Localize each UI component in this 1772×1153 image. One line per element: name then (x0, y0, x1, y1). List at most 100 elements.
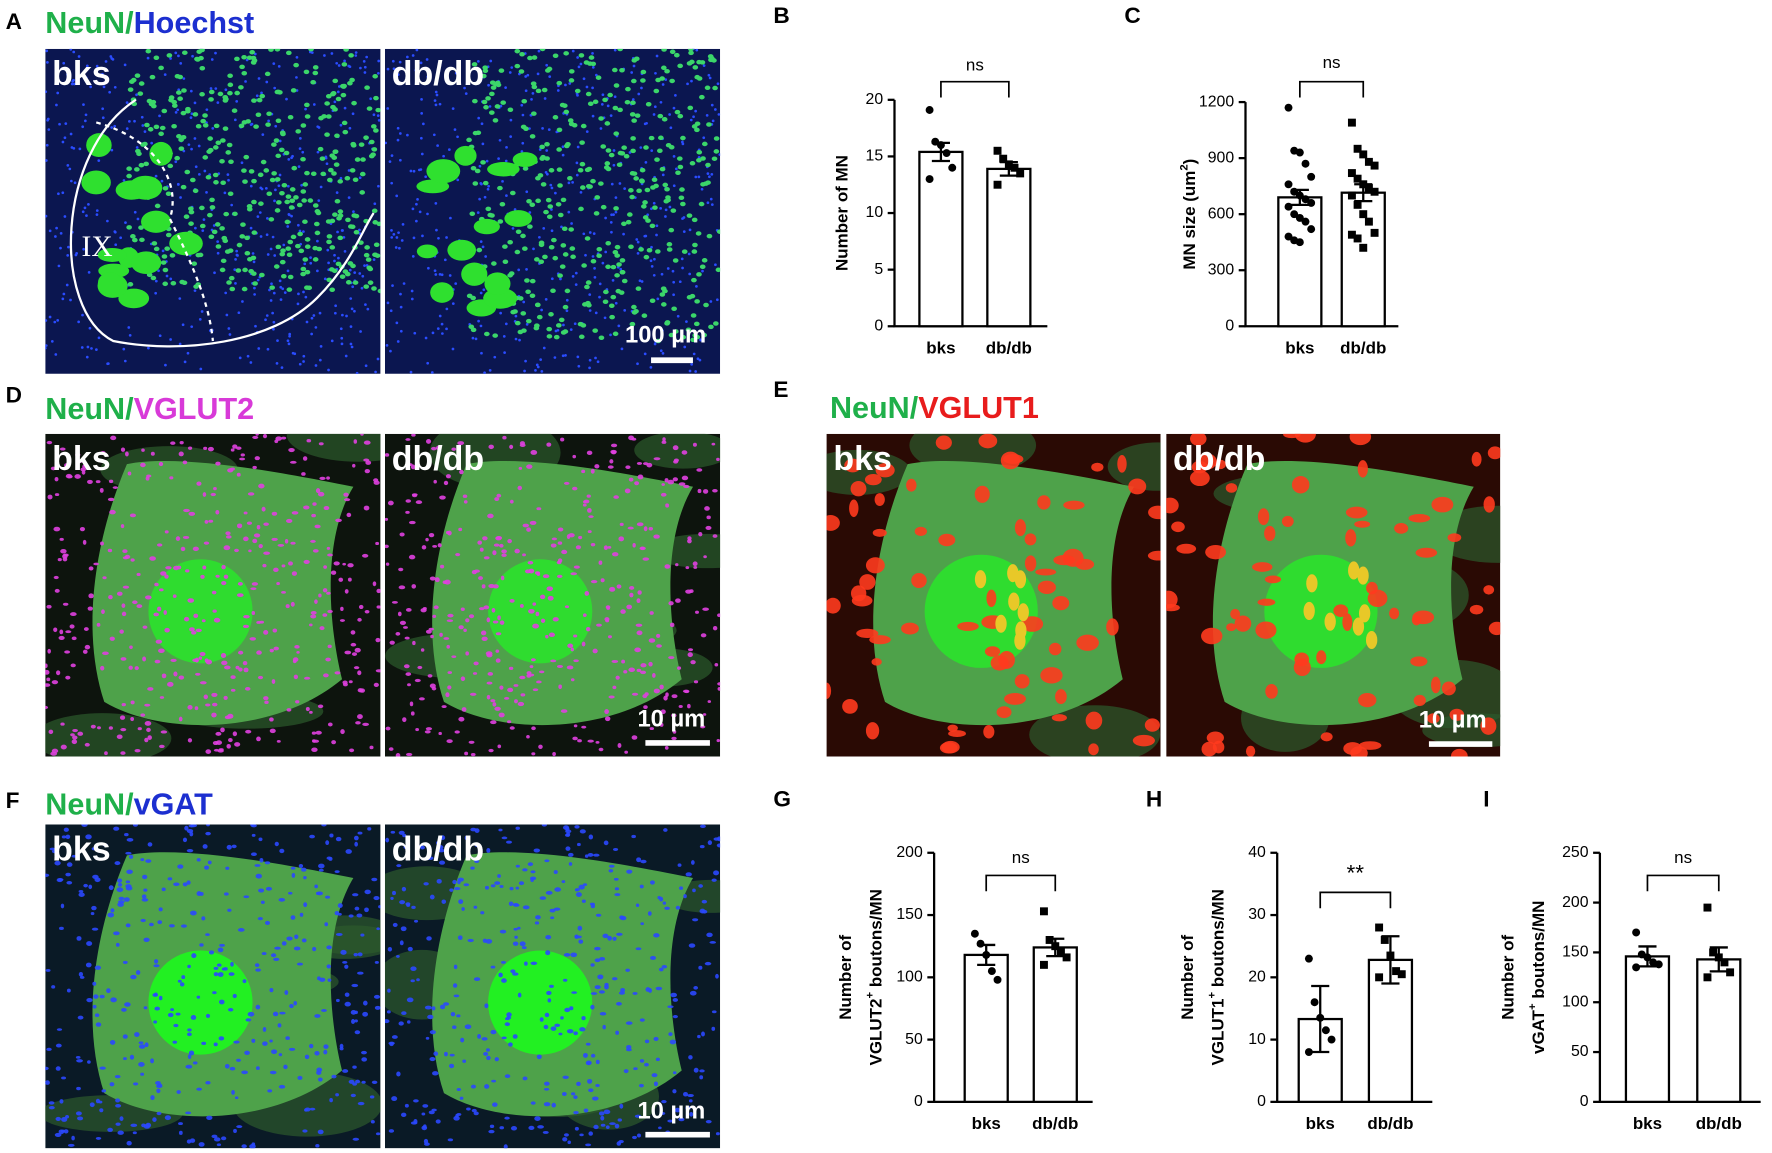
bouton (205, 703, 211, 707)
bouton (1166, 590, 1178, 609)
bouton (486, 847, 491, 853)
nucleus-dot (77, 320, 81, 324)
bouton (486, 617, 491, 623)
nucleus-dot (74, 253, 78, 257)
bouton (1487, 446, 1501, 460)
nucleus-dot (125, 101, 129, 104)
x-tick-label: bks (972, 1114, 1001, 1133)
bouton (451, 655, 457, 659)
bouton (495, 632, 502, 636)
bouton (464, 1024, 472, 1030)
nucleus-dot (326, 248, 330, 252)
nucleus-dot (63, 136, 67, 140)
bouton (490, 1029, 497, 1035)
nucleus-dot (537, 49, 541, 53)
bouton (463, 628, 467, 632)
nucleus-dot (86, 345, 90, 349)
bouton (577, 739, 582, 743)
bouton (702, 607, 709, 611)
bouton (509, 499, 514, 504)
bouton (1488, 621, 1501, 636)
neuron-dot (215, 244, 222, 249)
bouton (655, 1057, 660, 1062)
bouton (435, 1119, 441, 1124)
bouton (1040, 667, 1063, 684)
bouton (1212, 740, 1225, 754)
neuron-dot (533, 325, 540, 331)
bouton (376, 927, 380, 931)
neuron-dot (490, 85, 497, 90)
bouton (255, 873, 262, 879)
data-point (1301, 217, 1310, 226)
bouton (948, 730, 966, 738)
panel-letter: D (6, 382, 22, 407)
neuron-dot (611, 67, 618, 73)
bouton (345, 849, 352, 854)
scale-bar-label: 10 µm (637, 1097, 705, 1124)
nucleus-dot (45, 344, 48, 347)
neuron-dot (482, 68, 489, 74)
label-part: Number of (1499, 935, 1518, 1020)
neuron-dot (232, 211, 238, 217)
neuron-dot (535, 198, 541, 204)
nucleus-dot (411, 207, 415, 211)
stain-name: NeuN/ (45, 787, 134, 821)
bouton (71, 636, 77, 641)
nucleus-dot (55, 103, 58, 107)
bouton (669, 1039, 677, 1045)
bouton (428, 533, 435, 538)
bouton (145, 1122, 152, 1128)
nucleus-dot (197, 144, 201, 148)
nucleus-dot (415, 219, 418, 223)
neuron-dot (642, 215, 649, 220)
nucleus-dot (487, 184, 490, 188)
neuron-dot (580, 123, 587, 129)
nucleus-dot (133, 119, 136, 123)
bouton (595, 1084, 600, 1088)
nucleus-dot (588, 358, 592, 362)
bouton (566, 1029, 574, 1034)
bouton (1483, 496, 1495, 513)
nucleus-dot (351, 112, 355, 116)
bouton (550, 543, 557, 548)
nucleus-dot (510, 66, 514, 69)
bouton (1128, 478, 1147, 495)
neuron-dot (600, 144, 607, 149)
bouton (513, 903, 520, 907)
bouton (286, 708, 292, 712)
nucleus-dot (274, 124, 278, 128)
stain-name: VGLUT1 (918, 391, 1039, 425)
neuron-dot (258, 201, 264, 206)
bouton (159, 696, 165, 699)
bouton (153, 612, 160, 617)
bouton (141, 898, 149, 902)
nucleus-dot (542, 346, 546, 350)
bouton (278, 1053, 283, 1057)
bouton (494, 881, 501, 885)
neuron-dot (177, 96, 183, 101)
bouton (1052, 595, 1070, 611)
bouton (272, 1011, 279, 1017)
bouton (613, 877, 619, 881)
x-tick-label: bks (1633, 1114, 1662, 1133)
bouton (168, 924, 175, 928)
neuron-dot (638, 247, 644, 252)
bouton (1214, 459, 1226, 470)
bouton (120, 751, 126, 755)
bouton (146, 727, 151, 733)
bouton (478, 576, 483, 581)
bouton (186, 1139, 192, 1144)
bouton (134, 1032, 140, 1038)
neuron-dot (502, 244, 508, 249)
nucleus-dot (399, 329, 403, 333)
bouton (407, 683, 411, 687)
bouton (335, 1093, 339, 1097)
neuron-dot (319, 156, 326, 161)
bouton (263, 629, 269, 635)
bouton (358, 604, 364, 610)
neuron-dot (149, 74, 156, 80)
nucleus-dot (235, 253, 239, 257)
bouton (400, 926, 407, 932)
bouton (561, 1091, 567, 1096)
neuron-dot (507, 273, 513, 278)
